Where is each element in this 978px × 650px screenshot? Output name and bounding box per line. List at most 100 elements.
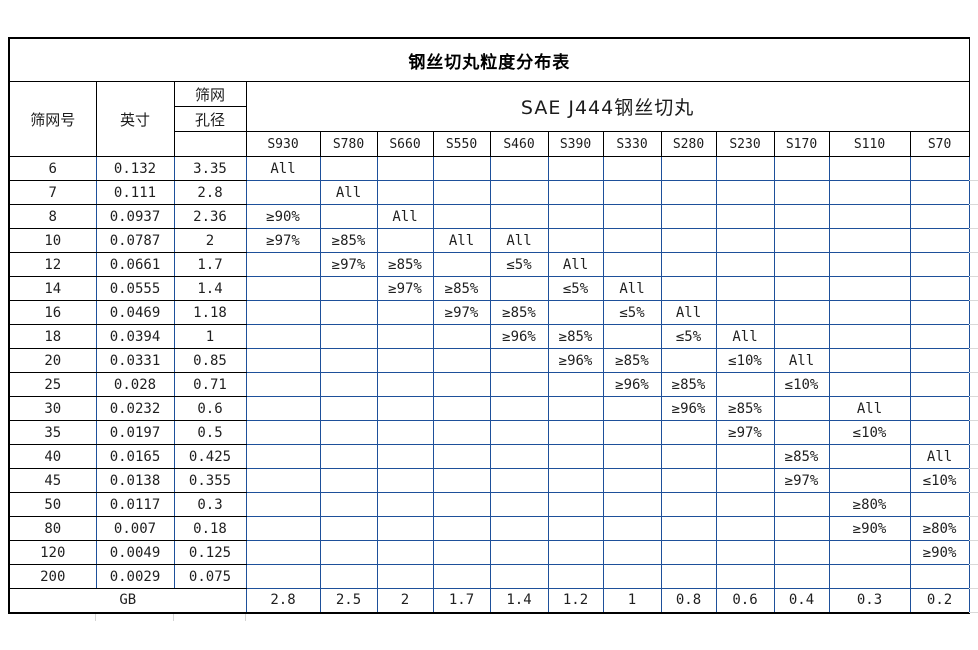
cell-size-value <box>489 564 549 589</box>
cell-size-value: ≥85% <box>660 372 717 397</box>
cell-size-value <box>715 492 775 517</box>
cell-size-value <box>773 156 830 181</box>
cell-size-value <box>828 468 911 493</box>
cell-size-value <box>828 228 911 253</box>
cell-size-value <box>715 156 775 181</box>
table-row: 40 0.0165 0.425 ≥85% All <box>8 444 970 469</box>
gb-value: 1.4 <box>489 588 549 613</box>
cell-size-value <box>660 180 717 205</box>
cell-size-value <box>773 300 830 325</box>
cell-size-value: ≤5% <box>602 300 662 325</box>
cell-size-value <box>909 204 970 229</box>
gb-value: 0.6 <box>715 588 775 613</box>
cell-size-value <box>547 540 604 565</box>
cell-size-value <box>828 372 911 397</box>
cell-size-value <box>319 540 378 565</box>
cell-size-value <box>602 516 662 541</box>
cell-size-value <box>602 468 662 493</box>
cell-size-value <box>715 444 775 469</box>
cell-mesh-number: 14 <box>8 276 97 301</box>
cell-inch: 0.132 <box>95 156 175 181</box>
cell-aperture: 0.5 <box>173 420 247 445</box>
cell-size-value: ≤5% <box>489 252 549 277</box>
cell-aperture: 1.7 <box>173 252 247 277</box>
cell-inch: 0.028 <box>95 372 175 397</box>
cell-mesh-number: 10 <box>8 228 97 253</box>
cell-mesh-number: 25 <box>8 372 97 397</box>
cell-size-value <box>828 252 911 277</box>
gb-label: GB <box>8 588 247 613</box>
cell-mesh-number: 7 <box>8 180 97 205</box>
cell-size-value <box>245 396 321 421</box>
table-row: 45 0.0138 0.355 ≥97% ≤10% <box>8 468 970 493</box>
cell-size-value <box>245 444 321 469</box>
cell-size-value <box>376 516 434 541</box>
cell-inch: 0.0165 <box>95 444 175 469</box>
cell-size-value <box>773 324 830 349</box>
cell-size-value <box>909 276 970 301</box>
cell-size-value <box>489 492 549 517</box>
cell-size-value <box>319 564 378 589</box>
cell-size-value <box>489 276 549 301</box>
cell-size-value <box>489 444 549 469</box>
cell-size-value: ≥90% <box>245 204 321 229</box>
cell-inch: 0.0331 <box>95 348 175 373</box>
table-row: 12 0.0661 1.7 ≥97% ≥85% ≤5% All <box>8 252 970 277</box>
cell-size-value <box>376 540 434 565</box>
table-row: 50 0.0117 0.3 ≥80% <box>8 492 970 517</box>
cell-size-value <box>432 444 491 469</box>
cell-size-value <box>660 444 717 469</box>
cell-size-value <box>432 540 491 565</box>
cell-size-value <box>319 516 378 541</box>
cell-size-value <box>909 252 970 277</box>
cell-size-value: ≤10% <box>909 468 970 493</box>
header-row-sizes: S930 S780 S660 S550 S460 S390 S330 S280 … <box>9 131 970 157</box>
column-header-s780: S780 <box>319 131 378 157</box>
cell-size-value <box>715 228 775 253</box>
cell-size-value <box>319 276 378 301</box>
column-header-s280: S280 <box>660 131 717 157</box>
cell-size-value: ≤10% <box>828 420 911 445</box>
cell-size-value: ≥85% <box>773 444 830 469</box>
column-header-s550: S550 <box>432 131 491 157</box>
cell-size-value <box>547 204 604 229</box>
cell-size-value <box>715 468 775 493</box>
cell-size-value: ≥97% <box>773 468 830 493</box>
cell-size-value <box>602 540 662 565</box>
cell-size-value: ≥97% <box>376 276 434 301</box>
cell-size-value: ≤10% <box>773 372 830 397</box>
cell-size-value <box>715 252 775 277</box>
cell-size-value <box>319 324 378 349</box>
cell-inch: 0.0555 <box>95 276 175 301</box>
column-header-mesh-number: 筛网号 <box>8 81 97 157</box>
cell-size-value: ≥96% <box>547 348 604 373</box>
cell-size-value: All <box>376 204 434 229</box>
cell-size-value <box>715 276 775 301</box>
cell-aperture: 0.71 <box>173 372 247 397</box>
cell-size-value <box>773 420 830 445</box>
cell-size-value: All <box>602 276 662 301</box>
gridline-ghost-tick <box>95 614 96 621</box>
cell-size-value <box>773 540 830 565</box>
cell-size-value <box>773 180 830 205</box>
cell-size-value: ≥96% <box>660 396 717 421</box>
cell-size-value <box>660 204 717 229</box>
cell-size-value <box>602 396 662 421</box>
cell-mesh-number: 45 <box>8 468 97 493</box>
cell-size-value <box>773 276 830 301</box>
cell-size-value <box>489 468 549 493</box>
cell-size-value <box>660 252 717 277</box>
cell-aperture: 2 <box>173 228 247 253</box>
cell-size-value <box>245 180 321 205</box>
cell-size-value: ≥97% <box>432 300 491 325</box>
column-header-s170: S170 <box>773 131 830 157</box>
cell-aperture: 2.8 <box>173 180 247 205</box>
gb-footer-row: GB 2.8 2.5 2 1.7 1.4 1.2 1 0.8 0.6 0.4 0… <box>8 588 970 613</box>
column-header-s930: S930 <box>245 131 321 157</box>
cell-size-value <box>909 180 970 205</box>
cell-size-value <box>319 492 378 517</box>
cell-size-value <box>319 396 378 421</box>
cell-size-value <box>828 564 911 589</box>
cell-size-value <box>376 372 434 397</box>
cell-inch: 0.0469 <box>95 300 175 325</box>
